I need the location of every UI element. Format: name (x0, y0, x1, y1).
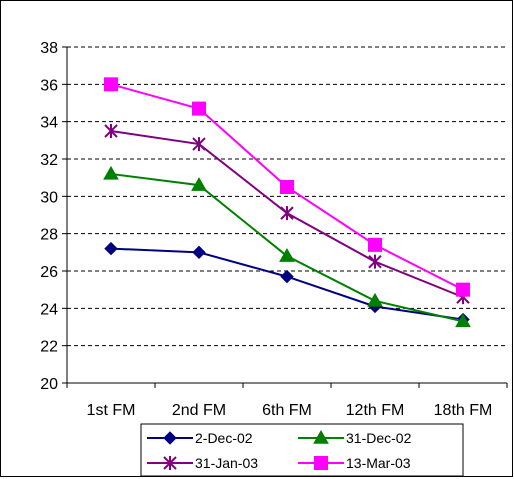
legend-marker (163, 431, 177, 445)
data-point (368, 237, 382, 252)
y-tick-label: 24 (40, 301, 58, 318)
data-point (103, 165, 119, 180)
data-point (192, 137, 206, 152)
legend-label: 31-Dec-02 (346, 430, 412, 446)
x-tick-label: 6th FM (262, 402, 312, 419)
y-tick-label: 34 (40, 115, 58, 132)
x-tick-label: 12th FM (346, 402, 405, 419)
data-point (104, 77, 118, 92)
legend-marker (313, 429, 329, 444)
legend-label: 13-Mar-03 (346, 455, 411, 471)
legend (140, 423, 464, 477)
legend-label: 2-Dec-02 (195, 430, 253, 446)
data-point (368, 254, 382, 269)
data-point (280, 269, 294, 284)
data-point (104, 124, 118, 138)
x-tick-label: 18th FM (434, 402, 493, 419)
y-tick-label: 36 (40, 77, 58, 94)
y-tick-label: 26 (40, 264, 58, 281)
x-tick-label: 2nd FM (172, 402, 226, 419)
data-point (455, 313, 471, 328)
legend-label: 31-Jan-03 (195, 455, 258, 471)
legend-marker (163, 456, 177, 470)
data-point (104, 241, 118, 256)
data-point (367, 292, 383, 307)
y-tick-label: 20 (40, 376, 58, 393)
data-point (280, 180, 294, 194)
data-point (192, 245, 206, 260)
data-point (279, 248, 295, 262)
y-tick-label: 22 (40, 339, 58, 356)
y-tick-label: 32 (40, 152, 58, 169)
data-point (192, 101, 206, 116)
data-point (456, 282, 470, 297)
y-tick-label: 38 (40, 40, 58, 57)
legend-marker (314, 456, 328, 470)
y-tick-label: 30 (40, 189, 58, 206)
data-point (280, 206, 294, 221)
y-tick-label: 28 (40, 227, 58, 244)
x-tick-label: 1st FM (87, 402, 136, 419)
data-point (191, 177, 207, 191)
